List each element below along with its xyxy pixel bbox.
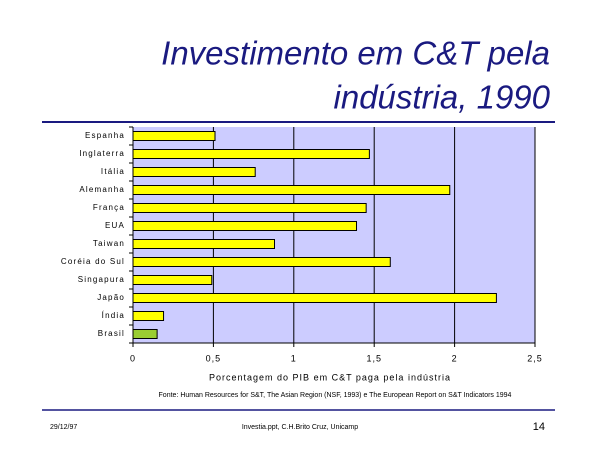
footer-date: 29/12/97 [50,424,77,431]
bar [132,329,158,339]
bar [132,185,451,195]
footer-page: 14 [533,421,545,433]
x-tick-label: 1 [291,353,297,363]
category-label: Coréia do Sul [61,257,125,266]
footer-file: Investia.ppt, C.H.Brito Cruz, Unicamp [242,424,358,431]
category-label: Índia [102,311,125,320]
bar [132,293,497,303]
plot-area [133,127,535,343]
bar [132,131,216,141]
bar [132,275,213,285]
title-line: indústria, 1990 [334,79,551,116]
category-label: Alemanha [79,185,125,194]
category-label: Singapura [78,275,125,284]
x-tick-label: 0 [130,353,136,363]
source: Fonte: Human Resources for S&T, The Asia… [159,392,512,399]
bar [132,311,165,321]
category-label: Itália [101,167,125,176]
bar [132,221,358,231]
x-tick-label: 2 [452,353,458,363]
bar [132,167,256,177]
x-tick-label: 2,5 [527,353,543,363]
category-label: Japão [97,293,125,302]
x-tick-label: 0,5 [206,353,222,363]
x-tick-label: 1,5 [366,353,382,363]
bar [132,239,276,249]
title-line: Investimento em C&T pela [161,35,550,72]
category-label: Taiwan [93,239,125,248]
category-label: França [93,203,125,212]
category-label: Inglaterra [79,149,125,158]
category-label: EUA [105,221,125,230]
bar [132,257,391,267]
category-label: Brasil [98,329,125,338]
bar [132,203,367,213]
category-label: Espanha [85,131,125,140]
x-axis-label: Porcentagem do PIB em C&T paga pela indú… [209,372,451,382]
bar [132,149,370,159]
